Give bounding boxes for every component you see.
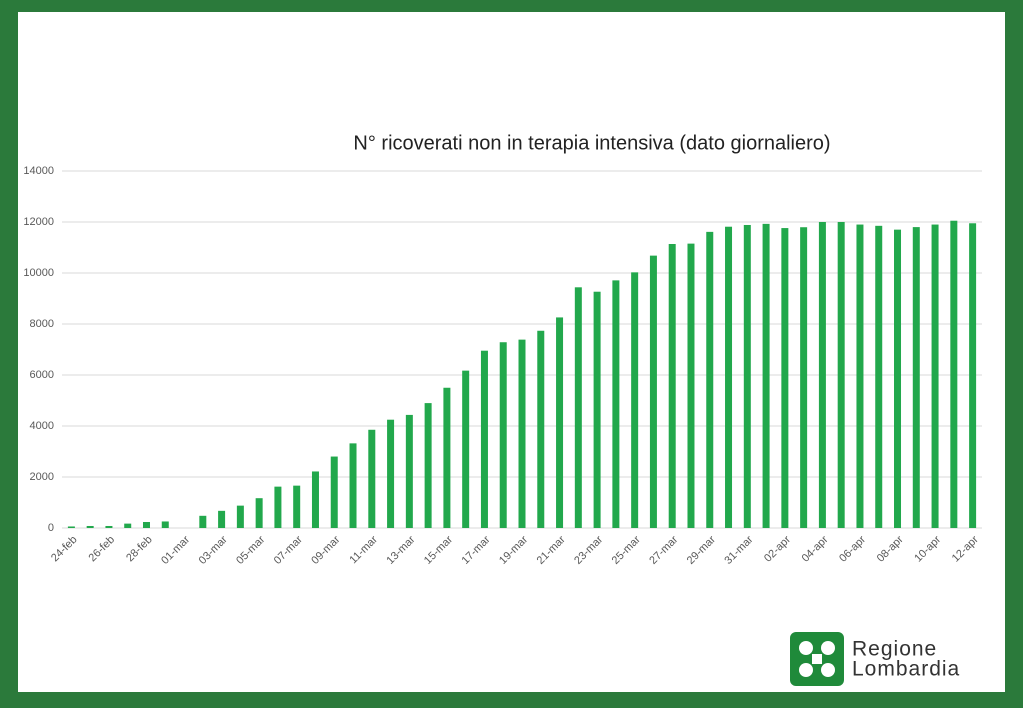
bar (762, 223, 770, 528)
bar (800, 227, 808, 529)
y-tick-label: 10000 (23, 267, 54, 279)
bar (405, 414, 413, 528)
bar (161, 521, 169, 528)
bar (387, 419, 395, 528)
bar (67, 526, 75, 528)
bar (969, 223, 977, 528)
bar (856, 224, 864, 529)
bar (218, 510, 226, 528)
bar (124, 523, 132, 528)
y-tick-label: 8000 (30, 318, 54, 330)
bar (480, 350, 488, 528)
bar (612, 280, 620, 528)
bar (593, 291, 601, 528)
bar (199, 515, 207, 528)
logo-mark (799, 641, 835, 677)
bar (311, 471, 319, 528)
bar (293, 485, 301, 528)
y-tick-label: 4000 (30, 420, 54, 432)
bar (706, 231, 714, 528)
bar (255, 498, 263, 528)
logo-text: Lombardia (852, 658, 960, 681)
y-tick-label: 2000 (30, 471, 54, 483)
logo: Regione Lombardia (790, 632, 960, 686)
bar (837, 222, 845, 528)
bar (687, 243, 695, 528)
bar (725, 226, 733, 528)
bar (86, 525, 94, 528)
bar (912, 227, 920, 528)
bar (631, 272, 639, 528)
bar (649, 255, 657, 528)
bar (668, 244, 676, 528)
bar (537, 330, 545, 528)
y-tick-label: 14000 (23, 165, 54, 177)
bar (349, 443, 357, 528)
bar (236, 505, 244, 528)
y-tick-label: 0 (48, 522, 54, 534)
bar (743, 224, 751, 528)
chart-title: N° ricoverati non in terapia intensiva (… (353, 132, 830, 154)
bar (781, 228, 789, 528)
bar (443, 387, 451, 528)
bar (950, 220, 958, 528)
bar (894, 229, 902, 528)
bar (574, 287, 582, 528)
bar (142, 522, 150, 528)
bar (462, 370, 470, 528)
y-tick-label: 6000 (30, 369, 54, 381)
bar (105, 525, 113, 528)
y-tick-label: 12000 (23, 216, 54, 228)
bar (368, 429, 376, 528)
bar (274, 486, 282, 528)
bar (424, 403, 432, 528)
bar (518, 339, 526, 528)
bar (499, 342, 507, 528)
logo-text: Regione (852, 638, 937, 661)
bar (330, 456, 338, 528)
bar (818, 222, 826, 528)
bar (875, 225, 883, 528)
bar (556, 317, 564, 528)
bar (931, 224, 939, 529)
